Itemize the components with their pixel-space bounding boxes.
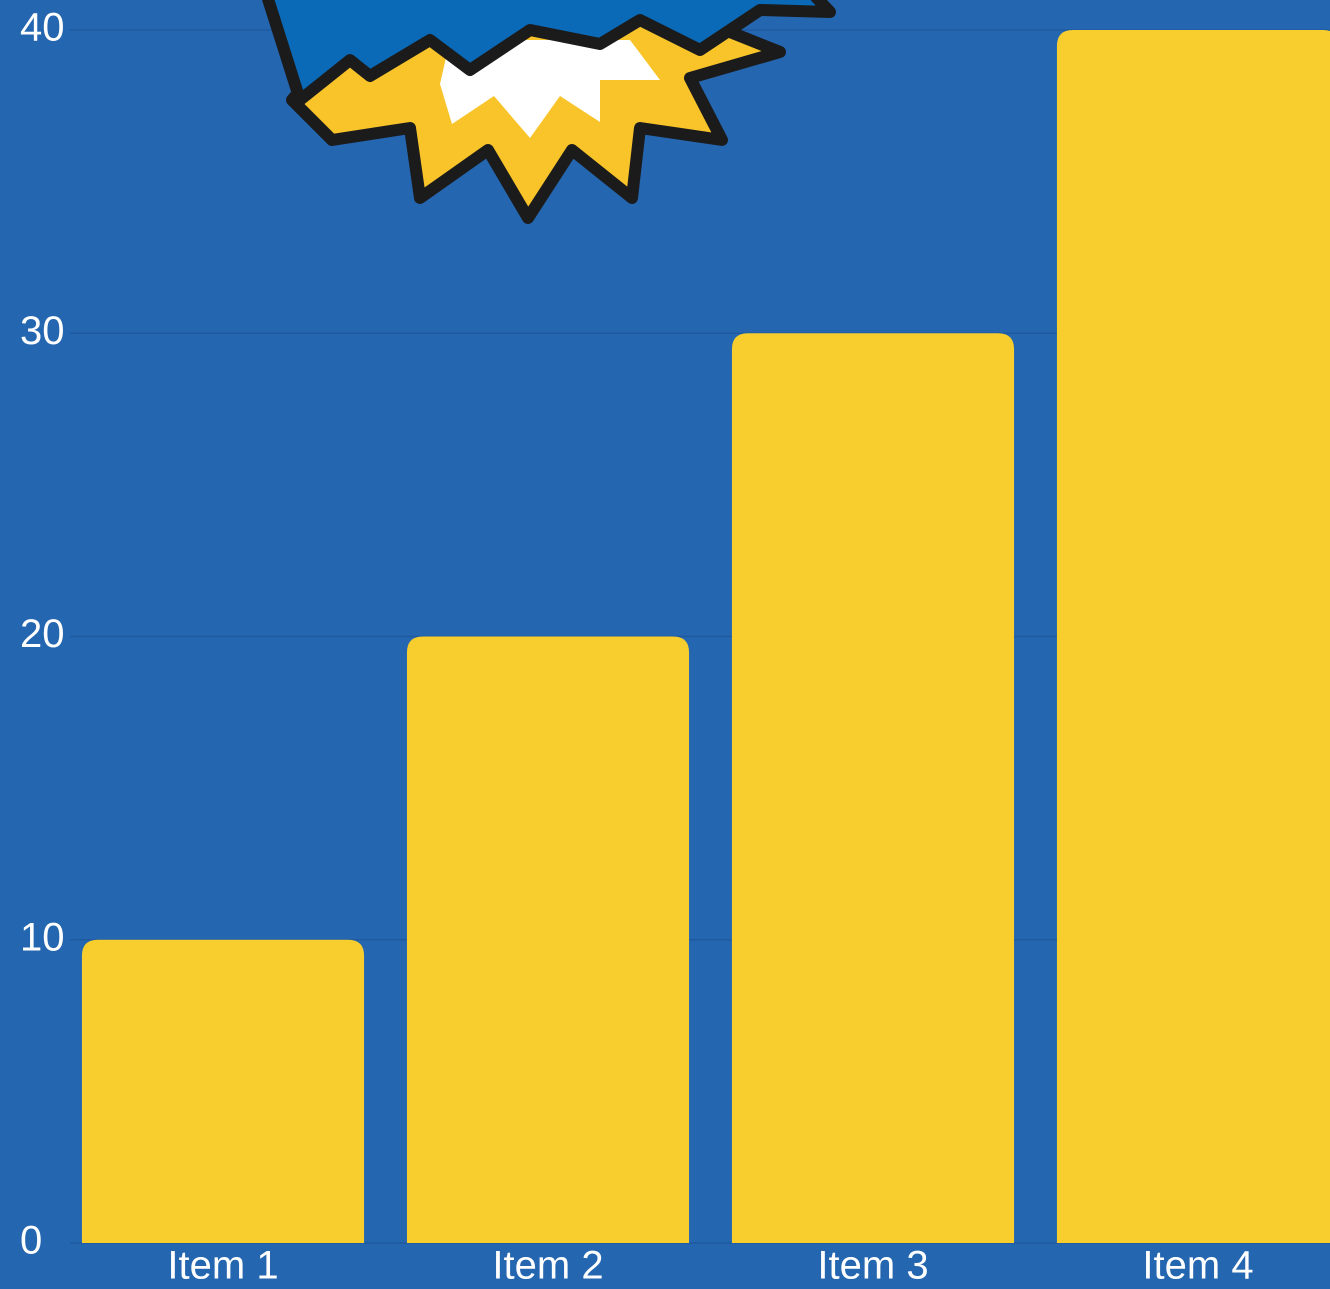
x-tick-label: Item 3 (817, 1244, 928, 1288)
x-tick-label: Item 2 (492, 1244, 603, 1288)
y-tick-label: 40 (20, 6, 65, 50)
bar (1057, 30, 1330, 1243)
y-tick-label: 30 (20, 309, 65, 353)
x-tick-label: Item 1 (167, 1244, 278, 1288)
y-tick-label: 0 (20, 1219, 42, 1263)
page: {"chart_data": {"type": "bar", "categori… (0, 0, 1330, 1289)
bar (82, 940, 364, 1243)
bar (407, 637, 689, 1244)
bar (732, 333, 1014, 1243)
y-tick-label: 20 (20, 612, 65, 656)
chart: 0 10 20 30 40 Item 1 Item 2 Item 3 Item 4 (0, 0, 1330, 1289)
y-tick-label: 10 (20, 915, 65, 959)
x-tick-label: Item 4 (1142, 1244, 1253, 1288)
